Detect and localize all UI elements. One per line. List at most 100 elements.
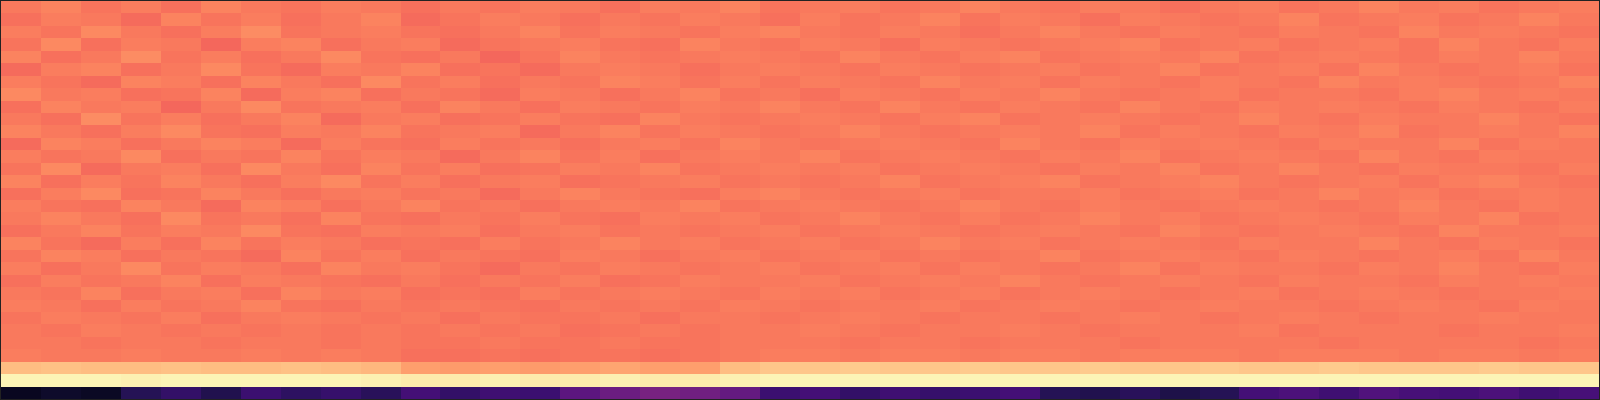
cell — [440, 163, 481, 176]
cell — [760, 250, 801, 263]
cell — [520, 374, 561, 387]
cell — [480, 51, 521, 64]
cell — [1080, 262, 1121, 275]
cell — [201, 200, 242, 213]
cell — [1559, 163, 1599, 176]
cell — [720, 387, 761, 399]
cell — [321, 125, 362, 138]
cell — [161, 76, 202, 89]
cell — [520, 349, 561, 362]
cell — [840, 287, 881, 300]
cell — [800, 212, 841, 225]
cell — [241, 324, 282, 337]
cell — [720, 225, 761, 238]
cell — [1, 237, 42, 250]
cell — [600, 163, 641, 176]
cell — [121, 51, 162, 64]
cell — [121, 374, 162, 387]
cell — [1160, 250, 1201, 263]
cell — [1319, 188, 1360, 201]
cell — [241, 188, 282, 201]
cell — [920, 175, 961, 188]
cell — [201, 324, 242, 337]
cell — [560, 387, 601, 399]
cell — [640, 150, 681, 163]
cell — [840, 1, 881, 14]
cell — [680, 200, 721, 213]
cell — [41, 200, 82, 213]
cell — [880, 113, 921, 126]
cell — [960, 150, 1001, 163]
cell — [1519, 63, 1560, 76]
cell — [1359, 125, 1400, 138]
cell — [840, 150, 881, 163]
cell — [880, 150, 921, 163]
cell — [121, 287, 162, 300]
cell — [880, 13, 921, 26]
cell — [1239, 150, 1280, 163]
cell — [480, 88, 521, 101]
cell — [1319, 150, 1360, 163]
cell — [1000, 275, 1041, 288]
cell — [1239, 387, 1280, 399]
cell — [241, 163, 282, 176]
cell — [281, 63, 322, 76]
cell — [1040, 125, 1081, 138]
cell — [480, 324, 521, 337]
cell — [480, 138, 521, 151]
cell — [241, 175, 282, 188]
cell — [1319, 324, 1360, 337]
cell — [1239, 349, 1280, 362]
cell — [1040, 312, 1081, 325]
cell — [1239, 300, 1280, 313]
cell — [840, 51, 881, 64]
cell — [1439, 200, 1480, 213]
cell — [1399, 138, 1440, 151]
cell — [520, 51, 561, 64]
cell — [1439, 312, 1480, 325]
cell — [440, 324, 481, 337]
cell — [281, 337, 322, 350]
cell — [520, 387, 561, 399]
cell — [121, 275, 162, 288]
cell — [1239, 63, 1280, 76]
cell — [800, 362, 841, 375]
cell — [1519, 387, 1560, 399]
chart-container — [0, 0, 1600, 400]
cell — [840, 63, 881, 76]
cell — [640, 101, 681, 114]
cell — [361, 362, 402, 375]
cell — [960, 113, 1001, 126]
cell — [1559, 287, 1599, 300]
cell — [1479, 237, 1520, 250]
cell — [1279, 1, 1320, 14]
cell — [920, 113, 961, 126]
cell — [880, 212, 921, 225]
cell — [241, 275, 282, 288]
cell — [800, 150, 841, 163]
cell — [1519, 250, 1560, 263]
cell — [480, 188, 521, 201]
cell — [800, 13, 841, 26]
cell — [840, 250, 881, 263]
cell — [1160, 13, 1201, 26]
cell — [41, 113, 82, 126]
cell — [401, 225, 442, 238]
cell — [1040, 113, 1081, 126]
cell — [81, 125, 122, 138]
cell — [720, 175, 761, 188]
cell — [520, 212, 561, 225]
cell — [1040, 163, 1081, 176]
cell — [760, 337, 801, 350]
cell — [600, 387, 641, 399]
cell — [1120, 275, 1161, 288]
cell — [81, 262, 122, 275]
cell — [161, 337, 202, 350]
cell — [800, 125, 841, 138]
cell — [1200, 300, 1241, 313]
cell — [1040, 349, 1081, 362]
cell — [121, 262, 162, 275]
cell — [1200, 125, 1241, 138]
cell — [1319, 63, 1360, 76]
cell — [760, 200, 801, 213]
